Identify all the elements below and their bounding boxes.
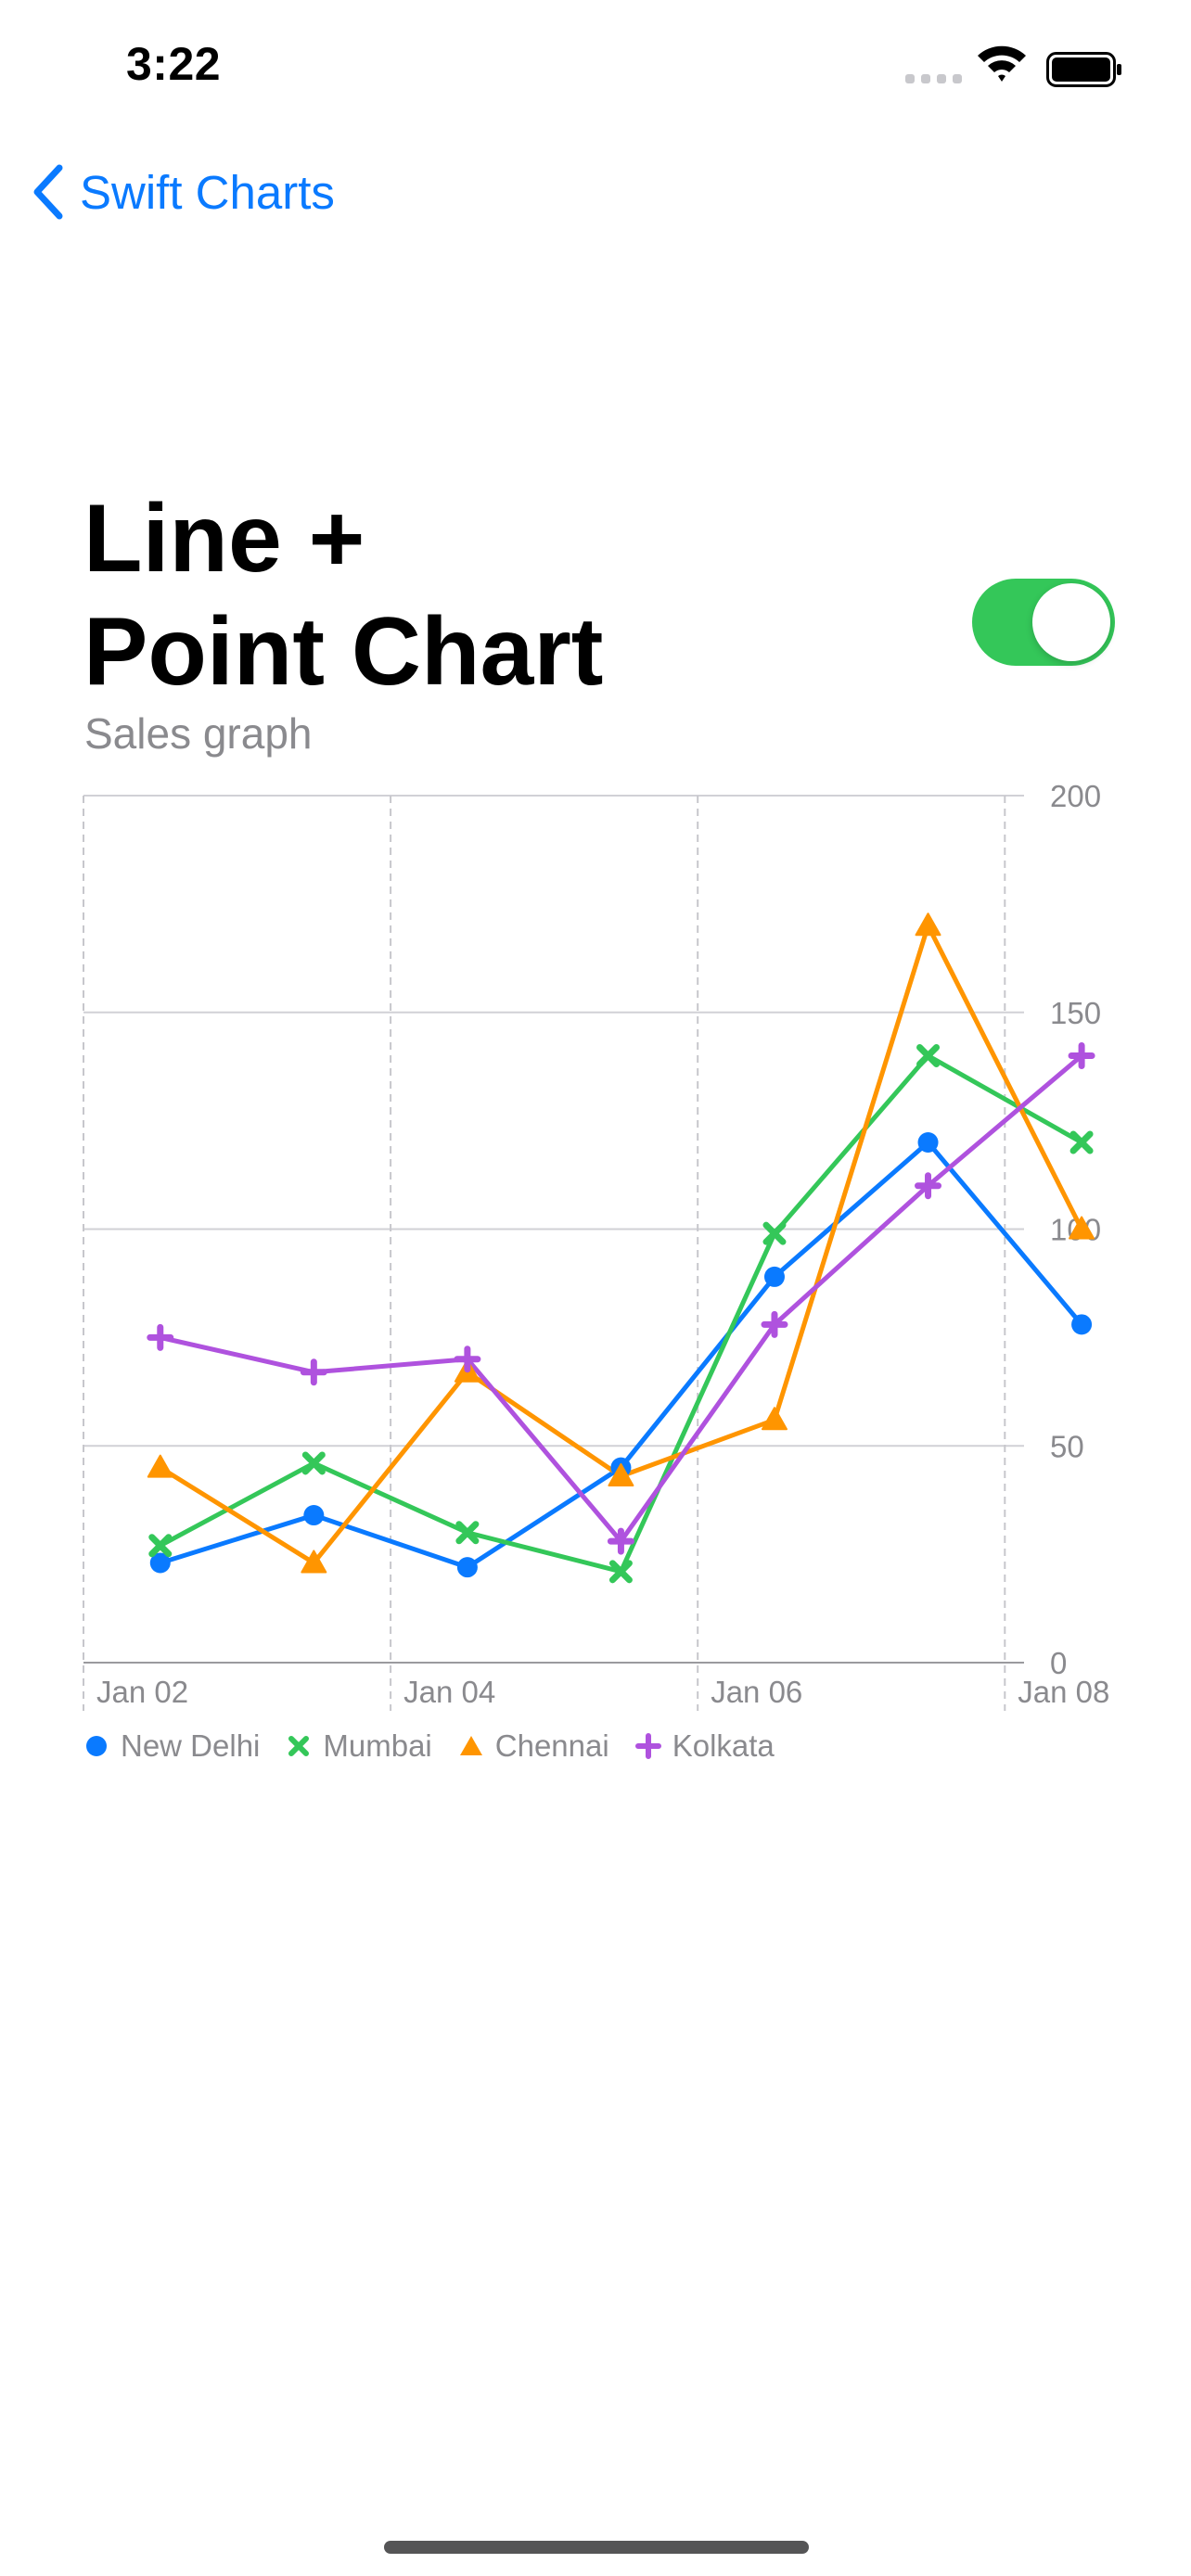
data-point <box>1069 1216 1095 1240</box>
legend-plus-icon <box>634 1733 661 1759</box>
chevron-left-icon <box>33 164 63 220</box>
y-tick-label: 150 <box>1050 996 1101 1030</box>
data-point <box>763 1266 785 1287</box>
page-title-line-2: Point Chart <box>83 598 604 706</box>
data-point <box>608 1462 634 1486</box>
data-point <box>454 1345 481 1373</box>
data-point <box>149 1552 171 1574</box>
page-title: Line + Point Chart <box>83 482 826 708</box>
data-point <box>300 1358 327 1386</box>
data-point <box>148 1534 173 1558</box>
page-title-line-1: Line + <box>83 485 365 593</box>
toggle-knob <box>1032 583 1110 661</box>
legend-triangle-icon <box>459 1736 482 1755</box>
data-point <box>147 1454 173 1478</box>
data-point <box>762 1221 787 1245</box>
data-point <box>456 1557 478 1578</box>
chart-legend: New Delhi Mumbai Chennai Kolkata <box>83 1728 800 1764</box>
data-point <box>915 1172 942 1200</box>
x-tick-label: Jan 02 <box>96 1675 188 1709</box>
y-tick-label: 50 <box>1050 1429 1084 1463</box>
legend-cross-icon <box>288 1736 310 1756</box>
series-line <box>158 1053 1084 1575</box>
legend-circle-icon <box>86 1736 107 1756</box>
legend-item: Kolkata <box>634 1728 775 1764</box>
data-point <box>607 1527 634 1555</box>
data-point <box>1071 1314 1093 1335</box>
wifi-icon <box>976 43 1028 83</box>
data-point <box>917 1132 939 1153</box>
legend-label: Kolkata <box>672 1728 775 1763</box>
legend-item: New Delhi <box>83 1728 260 1764</box>
x-tick-label: Jan 06 <box>711 1675 802 1709</box>
battery-icon <box>1046 52 1122 87</box>
data-point <box>1068 1042 1095 1069</box>
data-point <box>1069 1130 1094 1154</box>
y-tick-label: 200 <box>1050 779 1101 813</box>
back-label: Swift Charts <box>80 165 335 219</box>
data-point <box>761 1310 788 1338</box>
chart-subtitle: Sales graph <box>84 709 313 758</box>
legend-item: Chennai <box>458 1728 609 1764</box>
x-tick-label: Jan 04 <box>403 1675 495 1709</box>
data-point <box>608 1560 633 1584</box>
cellular-signal-icon <box>905 69 963 83</box>
data-point <box>301 1549 327 1574</box>
legend-label: New Delhi <box>121 1728 261 1763</box>
back-button[interactable]: Swift Charts <box>32 159 335 224</box>
series-line <box>158 1140 1084 1570</box>
data-point <box>916 1044 941 1067</box>
data-point <box>455 1521 480 1545</box>
data-point <box>147 1323 174 1351</box>
legend-item: Mumbai <box>286 1728 432 1764</box>
y-tick-label: 0 <box>1050 1646 1067 1680</box>
data-point <box>303 1505 325 1526</box>
data-point <box>761 1407 788 1431</box>
status-time: 3:22 <box>126 38 222 90</box>
data-point <box>301 1451 326 1475</box>
chart-toggle[interactable] <box>972 579 1115 666</box>
home-indicator <box>384 2541 809 2554</box>
legend-label: Mumbai <box>323 1728 432 1763</box>
data-point <box>915 912 941 937</box>
legend-label: Chennai <box>494 1728 609 1763</box>
x-tick-label: Jan 08 <box>1018 1675 1109 1709</box>
